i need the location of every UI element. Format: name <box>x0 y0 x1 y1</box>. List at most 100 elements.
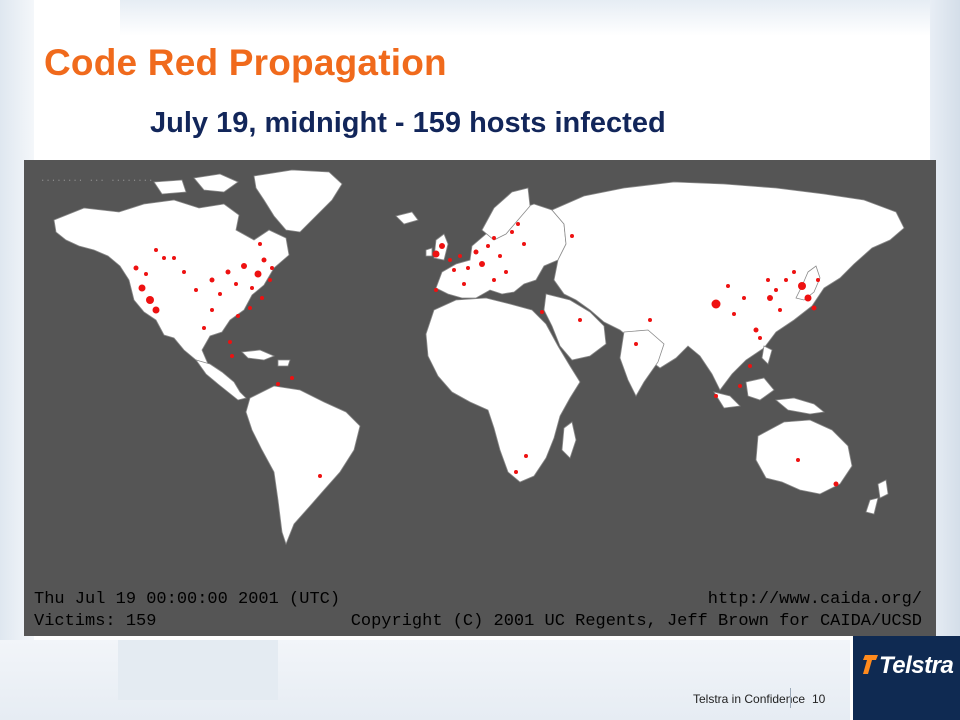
map-timestamp: Thu Jul 19 00:00:00 2001 (UTC) <box>34 590 341 609</box>
arctic-islands <box>153 173 239 195</box>
infected-host-marker <box>182 270 186 274</box>
infected-host-marker <box>766 278 770 282</box>
infected-host-markers <box>133 222 839 487</box>
infected-host-marker <box>778 308 782 312</box>
infected-host-marker <box>209 277 215 283</box>
infected-host-marker <box>726 284 730 288</box>
infected-host-marker <box>767 295 773 301</box>
infected-host-marker <box>162 256 166 260</box>
infected-host-marker <box>714 394 718 398</box>
slide-subtitle: July 19, midnight - 159 hosts infected <box>150 107 666 139</box>
telstra-logo: Telstra <box>853 636 960 720</box>
infected-host-marker <box>492 236 496 240</box>
infected-host-marker <box>218 292 222 296</box>
greenland-landmass <box>253 169 343 233</box>
infected-host-marker <box>811 305 817 311</box>
infected-host-marker <box>804 294 812 302</box>
map-watermark: ........ ... ........ <box>40 174 154 184</box>
infected-host-marker <box>236 314 240 318</box>
infected-host-marker <box>432 250 440 258</box>
infected-host-marker <box>516 222 520 226</box>
infected-host-marker <box>146 296 154 304</box>
infected-host-marker <box>510 230 514 234</box>
infected-host-marker <box>570 234 574 238</box>
south-america-landmass <box>245 385 361 546</box>
infected-host-marker <box>479 261 485 267</box>
infected-host-marker <box>133 265 139 271</box>
infected-host-marker <box>250 286 254 290</box>
infected-host-marker <box>784 278 788 282</box>
infected-host-marker <box>452 268 456 272</box>
infected-host-marker <box>270 266 274 270</box>
infected-host-marker <box>202 326 206 330</box>
infected-host-marker <box>796 458 800 462</box>
infected-host-marker <box>792 270 796 274</box>
footer-divider <box>790 688 791 708</box>
infected-host-marker <box>758 336 762 340</box>
new-zealand-islands <box>865 479 889 515</box>
infected-host-marker <box>732 312 736 316</box>
central-america-landmass <box>195 359 247 401</box>
infected-host-marker <box>241 263 247 269</box>
infected-host-marker <box>290 376 294 380</box>
infected-host-marker <box>504 270 508 274</box>
infected-host-marker <box>152 306 160 314</box>
continents <box>53 169 905 546</box>
infected-host-marker <box>833 481 839 487</box>
world-map-graphic <box>53 169 905 546</box>
footer-confidentiality: Telstra in Confidence <box>693 692 806 706</box>
infected-host-marker <box>466 266 470 270</box>
infected-host-marker <box>748 364 752 368</box>
iceland-landmass <box>395 211 419 225</box>
infected-host-marker <box>154 248 158 252</box>
scandinavia-landmass <box>481 187 531 241</box>
background-bottom-block <box>118 640 278 700</box>
infected-host-marker <box>738 384 742 388</box>
north-america-landmass <box>53 199 290 365</box>
caribbean-islands <box>241 349 291 367</box>
infected-host-marker <box>753 327 759 333</box>
infected-host-marker <box>798 282 806 290</box>
infected-host-marker <box>225 269 231 275</box>
telstra-logo-icon <box>863 655 878 674</box>
infected-host-marker <box>492 278 496 282</box>
infected-host-marker <box>540 310 544 314</box>
infected-host-marker <box>486 244 490 248</box>
infected-host-marker <box>434 288 438 292</box>
infected-host-marker <box>194 288 198 292</box>
telstra-logo-text: Telstra <box>879 652 954 679</box>
australia-landmass <box>755 419 853 495</box>
infected-host-marker <box>634 342 638 346</box>
infected-host-marker <box>473 249 479 255</box>
infected-host-marker <box>711 299 721 309</box>
infection-world-map: ........ ... ........ Thu Jul 19 00:00:0… <box>24 160 936 636</box>
madagascar-landmass <box>561 421 577 459</box>
map-copyright: Copyright (C) 2001 UC Regents, Jeff Brow… <box>350 612 922 631</box>
infected-host-marker <box>522 242 526 246</box>
infected-host-marker <box>439 243 445 249</box>
southeast-asia-islands <box>713 345 825 415</box>
infected-host-marker <box>260 296 264 300</box>
infected-host-marker <box>318 474 322 478</box>
arabian-peninsula <box>543 293 607 361</box>
infected-host-marker <box>172 256 176 260</box>
infected-host-marker <box>268 278 272 282</box>
infected-host-marker <box>514 470 518 474</box>
infected-host-marker <box>774 288 778 292</box>
footer-page-number: 10 <box>812 692 826 706</box>
infected-host-marker <box>228 340 232 344</box>
africa-landmass <box>425 297 581 483</box>
map-source-url: http://www.caida.org/ <box>707 590 922 609</box>
infected-host-marker <box>816 278 820 282</box>
infected-host-marker <box>524 454 528 458</box>
infected-host-marker <box>276 382 280 386</box>
infected-host-marker <box>210 308 214 312</box>
infected-host-marker <box>261 257 267 263</box>
infected-host-marker <box>498 254 502 258</box>
infected-host-marker <box>248 306 252 310</box>
infected-host-marker <box>144 272 148 276</box>
infected-host-marker <box>234 282 238 286</box>
infected-host-marker <box>138 284 146 292</box>
infected-host-marker <box>742 296 746 300</box>
